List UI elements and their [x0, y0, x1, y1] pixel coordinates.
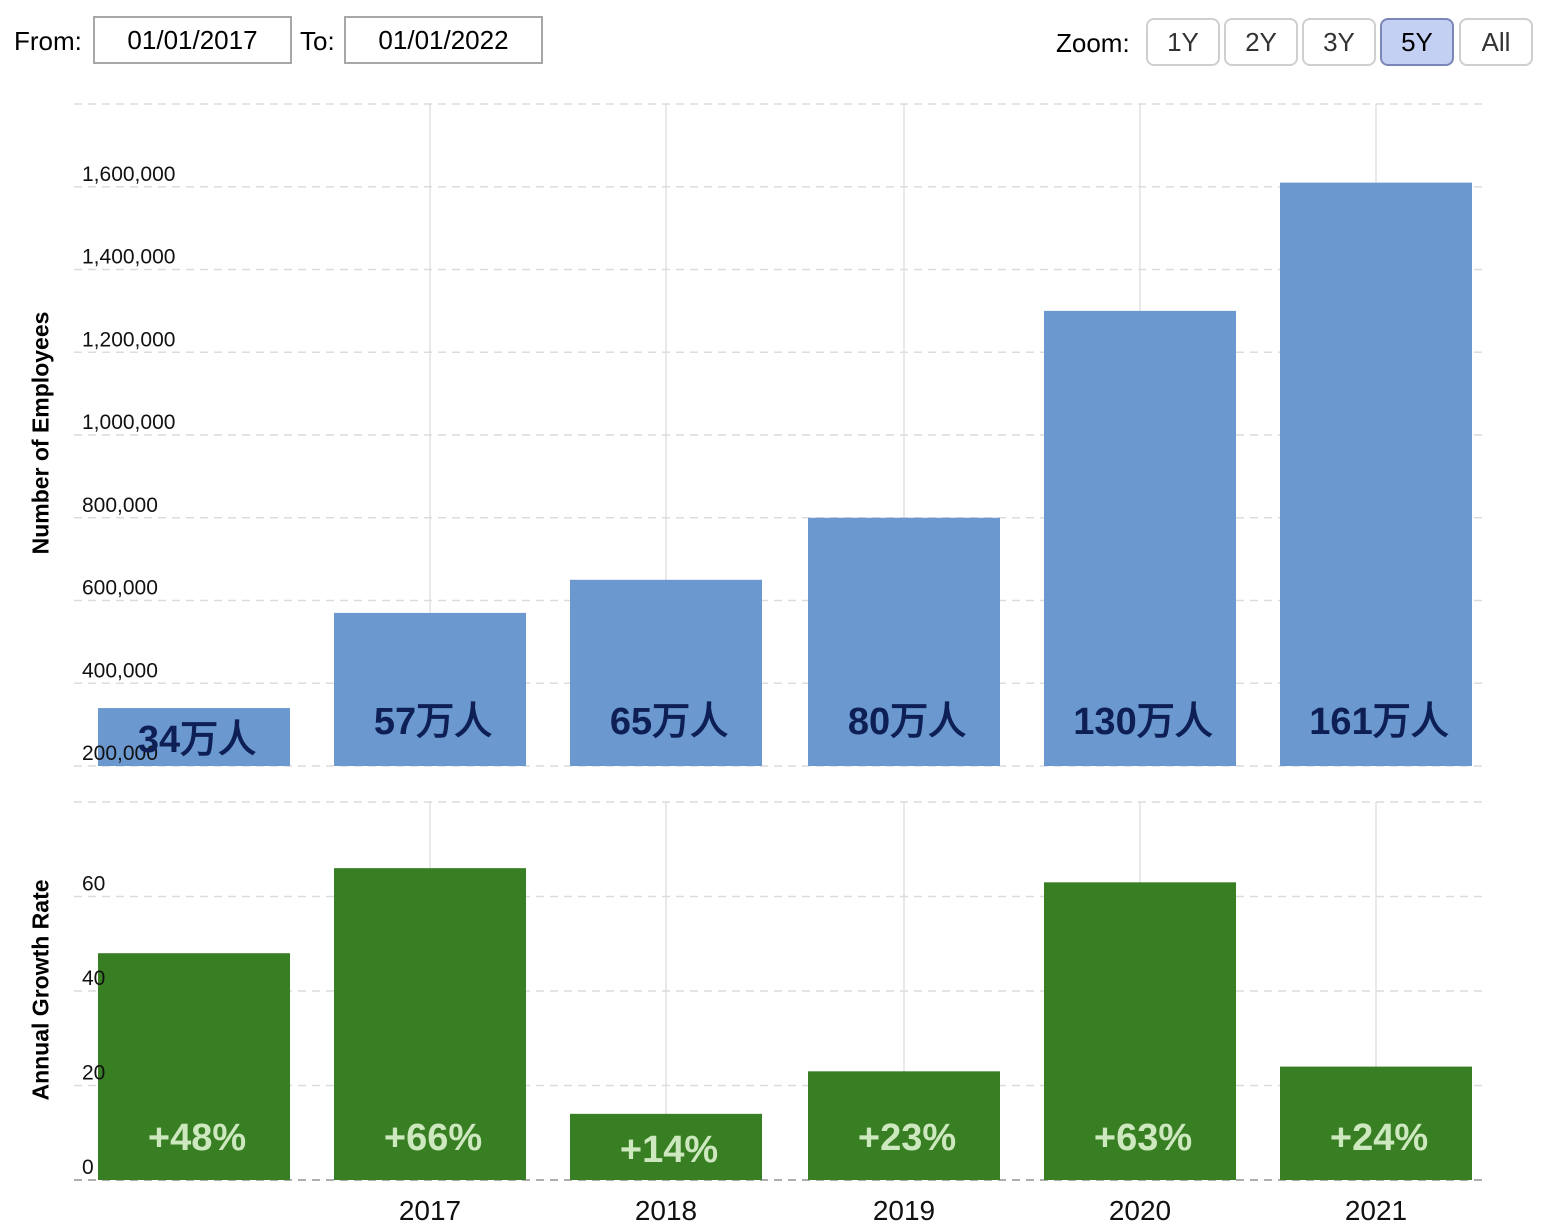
employees-bar [1280, 182, 1472, 767]
growth-ytick-label: 20 [82, 1062, 105, 1085]
employees-bar [570, 579, 762, 766]
employees-ytick-label: 600,000 [82, 577, 158, 600]
x-axis-category-label: 2018 [635, 1195, 697, 1226]
bar-layer [98, 182, 1472, 1180]
employees-data-label: 57万人 [374, 701, 492, 743]
employees-bar [98, 708, 290, 766]
growth-data-label: +14% [620, 1129, 718, 1171]
employees-ytick-label: 200,000 [82, 742, 158, 765]
growth-bar [1280, 1066, 1472, 1180]
employees-data-label: 80万人 [848, 701, 966, 743]
zoom-all-button[interactable]: All [1459, 18, 1533, 66]
employees-ytick-label: 400,000 [82, 659, 158, 682]
from-label: From: [14, 26, 82, 56]
growth-data-label: +24% [1330, 1117, 1428, 1159]
to-date-input[interactable]: 01/01/2022 [344, 16, 543, 64]
employees-ytick-label: 1,200,000 [82, 328, 175, 351]
label-layer: 200,000 400,000 600,000 800,000 1,000,000 1,2… [82, 163, 1449, 1226]
x-axis-category-label: 2017 [399, 1195, 461, 1226]
employees-ytick-label: 1,000,000 [82, 411, 175, 434]
x-axis-category-label: 2021 [1345, 1195, 1407, 1226]
employees-ytick-label: 1,400,000 [82, 246, 175, 269]
employees-ytick-label: 800,000 [82, 494, 158, 517]
employees-data-label: 161万人 [1309, 701, 1448, 743]
employees-bar [1044, 310, 1236, 766]
growth-ytick-label: 60 [82, 873, 105, 896]
zoom-2y-button[interactable]: 2Y [1224, 18, 1298, 66]
growth-data-label: +23% [858, 1117, 956, 1159]
growth-data-label: +48% [148, 1117, 246, 1159]
zoom-3y-button[interactable]: 3Y [1302, 18, 1376, 66]
employees-data-label: 130万人 [1073, 701, 1212, 743]
employees-bar [808, 517, 1000, 766]
growth-bar [1044, 882, 1236, 1180]
zoom-label: Zoom: [1056, 28, 1130, 58]
zoom-5y-button[interactable]: 5Y [1380, 18, 1454, 66]
employees-bar [334, 612, 526, 766]
zoom-1y-button[interactable]: 1Y [1146, 18, 1220, 66]
growth-bar [98, 953, 290, 1180]
growth-ytick-label: 40 [82, 967, 105, 990]
growth-ytick-label: 0 [82, 1156, 94, 1179]
x-axis-category-label: 2019 [873, 1195, 935, 1226]
employees-data-label: 65万人 [610, 701, 728, 743]
growth-data-label: +66% [384, 1117, 482, 1159]
x-axis-category-label: 2020 [1109, 1195, 1171, 1226]
growth-data-label: +63% [1094, 1117, 1192, 1159]
employees-data-label: 34万人 [138, 719, 256, 761]
to-label: To: [300, 26, 335, 56]
growth-bar [808, 1071, 1000, 1180]
employees-ytick-label: 1,600,000 [82, 163, 175, 186]
growth-bar [334, 868, 526, 1180]
growth-bar [570, 1113, 762, 1180]
from-date-input[interactable]: 01/01/2017 [93, 16, 292, 64]
grid-layer [74, 103, 1486, 1181]
